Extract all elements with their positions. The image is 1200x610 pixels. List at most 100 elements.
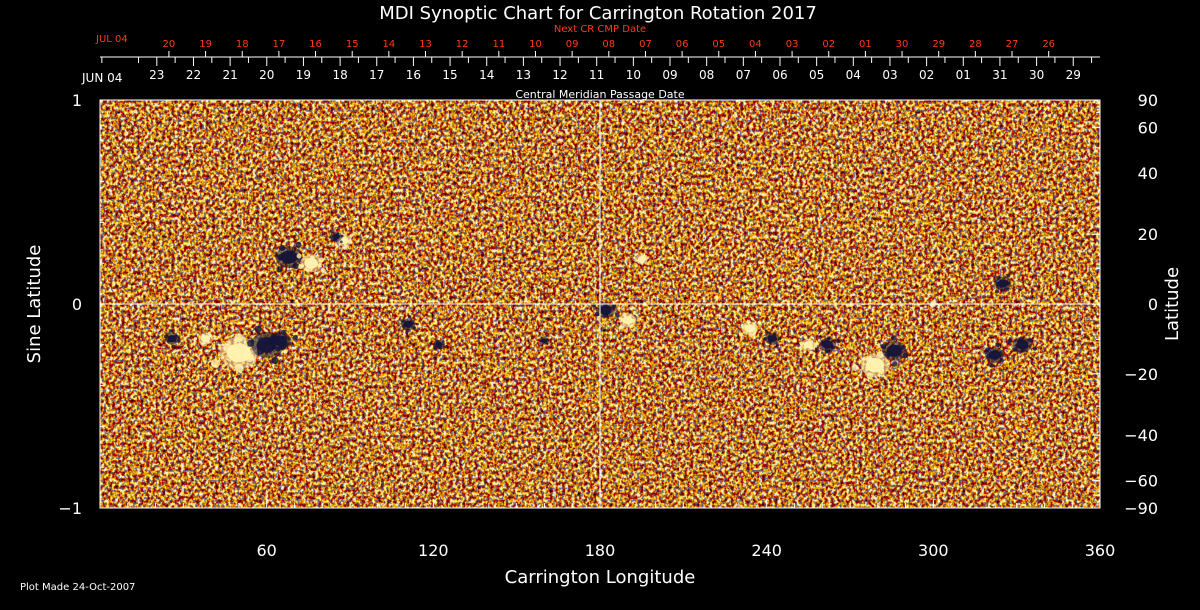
cmp-date-label: 16 [406, 68, 421, 82]
left-y-tick-label: 1 [72, 91, 82, 110]
next-cr-date-label: 14 [382, 39, 395, 50]
active-region-fragment [171, 344, 176, 349]
x-tick-label: 360 [1085, 541, 1116, 560]
left-y-tick-label: 0 [72, 295, 82, 314]
active-region-fragment [738, 332, 743, 337]
active-region-fragment [292, 335, 298, 341]
next-cr-date-label: 03 [786, 39, 799, 50]
active-region-fragment [891, 361, 898, 367]
active-region-fragment [634, 259, 638, 262]
active-region-fragment [803, 345, 807, 350]
active-region-fragment [441, 339, 445, 343]
active-region-fragment [866, 372, 874, 380]
active-region-fragment [540, 344, 544, 347]
cmp-date-label: 14 [479, 68, 494, 82]
next-cr-date-label: 26 [1042, 39, 1055, 50]
active-region-fragment [402, 324, 406, 328]
active-region-fragment [214, 337, 218, 341]
cmp-date-label: 09 [662, 68, 677, 82]
next-cr-date-label: 09 [566, 39, 579, 50]
active-region-fragment [1021, 347, 1026, 352]
active-region [304, 257, 318, 269]
active-region-fragment [898, 344, 904, 351]
active-region [435, 341, 443, 348]
active-region-fragment [641, 254, 644, 258]
cmp-date-label: 17 [369, 68, 384, 82]
active-region-fragment [280, 329, 286, 335]
active-region-fragment [934, 300, 937, 303]
active-region-fragment [809, 340, 814, 344]
active-region-fragment [851, 364, 859, 372]
cmp-date-label: 23 [149, 68, 164, 82]
cmp-start-label: JUN 04 [81, 71, 122, 85]
active-region [744, 324, 756, 333]
cmp-date-label: 22 [186, 68, 201, 82]
active-region-fragment [836, 339, 841, 344]
active-region-fragment [309, 255, 315, 261]
active-region-fragment [206, 340, 210, 344]
active-region-fragment [328, 235, 332, 239]
active-region-fragment [296, 253, 302, 259]
active-region-fragment [336, 232, 339, 236]
active-region [1016, 340, 1029, 350]
cmp-date-label: 01 [956, 68, 971, 82]
next-cr-date-label: 19 [199, 39, 212, 50]
next-cr-date-label: 10 [529, 39, 542, 50]
active-region-fragment [271, 356, 279, 365]
active-region-fragment [891, 335, 897, 341]
active-region-fragment [273, 334, 279, 340]
plot-made-note: Plot Made 24-Oct-2007 [20, 582, 135, 593]
x-tick-label: 60 [256, 541, 276, 560]
active-region-fragment [193, 337, 198, 341]
active-region-fragment [749, 333, 754, 338]
active-region [622, 316, 634, 325]
next-cr-start-label: JUL 04 [95, 34, 128, 45]
cmp-date-label: 05 [809, 68, 824, 82]
cmp-date-label: 03 [882, 68, 897, 82]
left-y-axis-label: Sine Latitude [24, 245, 45, 364]
right-y-tick-label: −60 [1124, 472, 1158, 491]
active-region-fragment [930, 305, 932, 308]
active-region-fragment [757, 320, 762, 325]
cmp-axis-label: Central Meridian Passage Date [515, 88, 684, 101]
active-region-fragment [276, 266, 283, 273]
active-region-fragment [809, 350, 813, 354]
active-region-fragment [629, 324, 634, 329]
active-region-fragment [307, 266, 313, 272]
active-region-fragment [1032, 346, 1038, 351]
active-region-fragment [998, 351, 1003, 356]
active-region-fragment [1027, 337, 1033, 343]
cmp-date-label: 08 [699, 68, 714, 82]
active-region-fragment [438, 346, 442, 350]
gridlines [100, 100, 1100, 508]
active-region-fragment [995, 342, 1000, 348]
next-cr-date-label: 11 [492, 39, 505, 50]
active-region-fragment [830, 345, 835, 350]
cmp-date-label: 11 [589, 68, 604, 82]
active-region-fragment [742, 324, 747, 329]
next-cr-date-label: 28 [969, 39, 982, 50]
active-region-fragment [777, 336, 782, 341]
active-region-fragment [174, 334, 178, 339]
active-region-fragment [329, 230, 333, 233]
active-region-fragment [885, 351, 891, 357]
active-region-fragment [292, 263, 299, 270]
active-region-fragment [1012, 347, 1017, 352]
active-region-fragment [646, 256, 649, 260]
cmp-date-label: 19 [296, 68, 311, 82]
active-region-fragment [256, 347, 265, 355]
active-region-fragment [223, 343, 233, 353]
cmp-date-label: 20 [259, 68, 274, 82]
active-region-fragment [295, 241, 302, 248]
active-region-fragment [349, 233, 354, 237]
active-region-fragment [765, 330, 769, 334]
bottom-axis: 60 120 180 240 300 360 [127, 499, 1116, 560]
cmp-date-label: 29 [1066, 68, 1081, 82]
active-region-fragment [333, 238, 337, 241]
active-region-fragment [772, 333, 777, 338]
active-region-fragment [880, 343, 887, 350]
next-cr-date-label: 04 [749, 39, 762, 50]
active-region-fragment [763, 337, 767, 341]
active-region-fragment [803, 335, 808, 339]
cmp-date-label: 07 [736, 68, 751, 82]
